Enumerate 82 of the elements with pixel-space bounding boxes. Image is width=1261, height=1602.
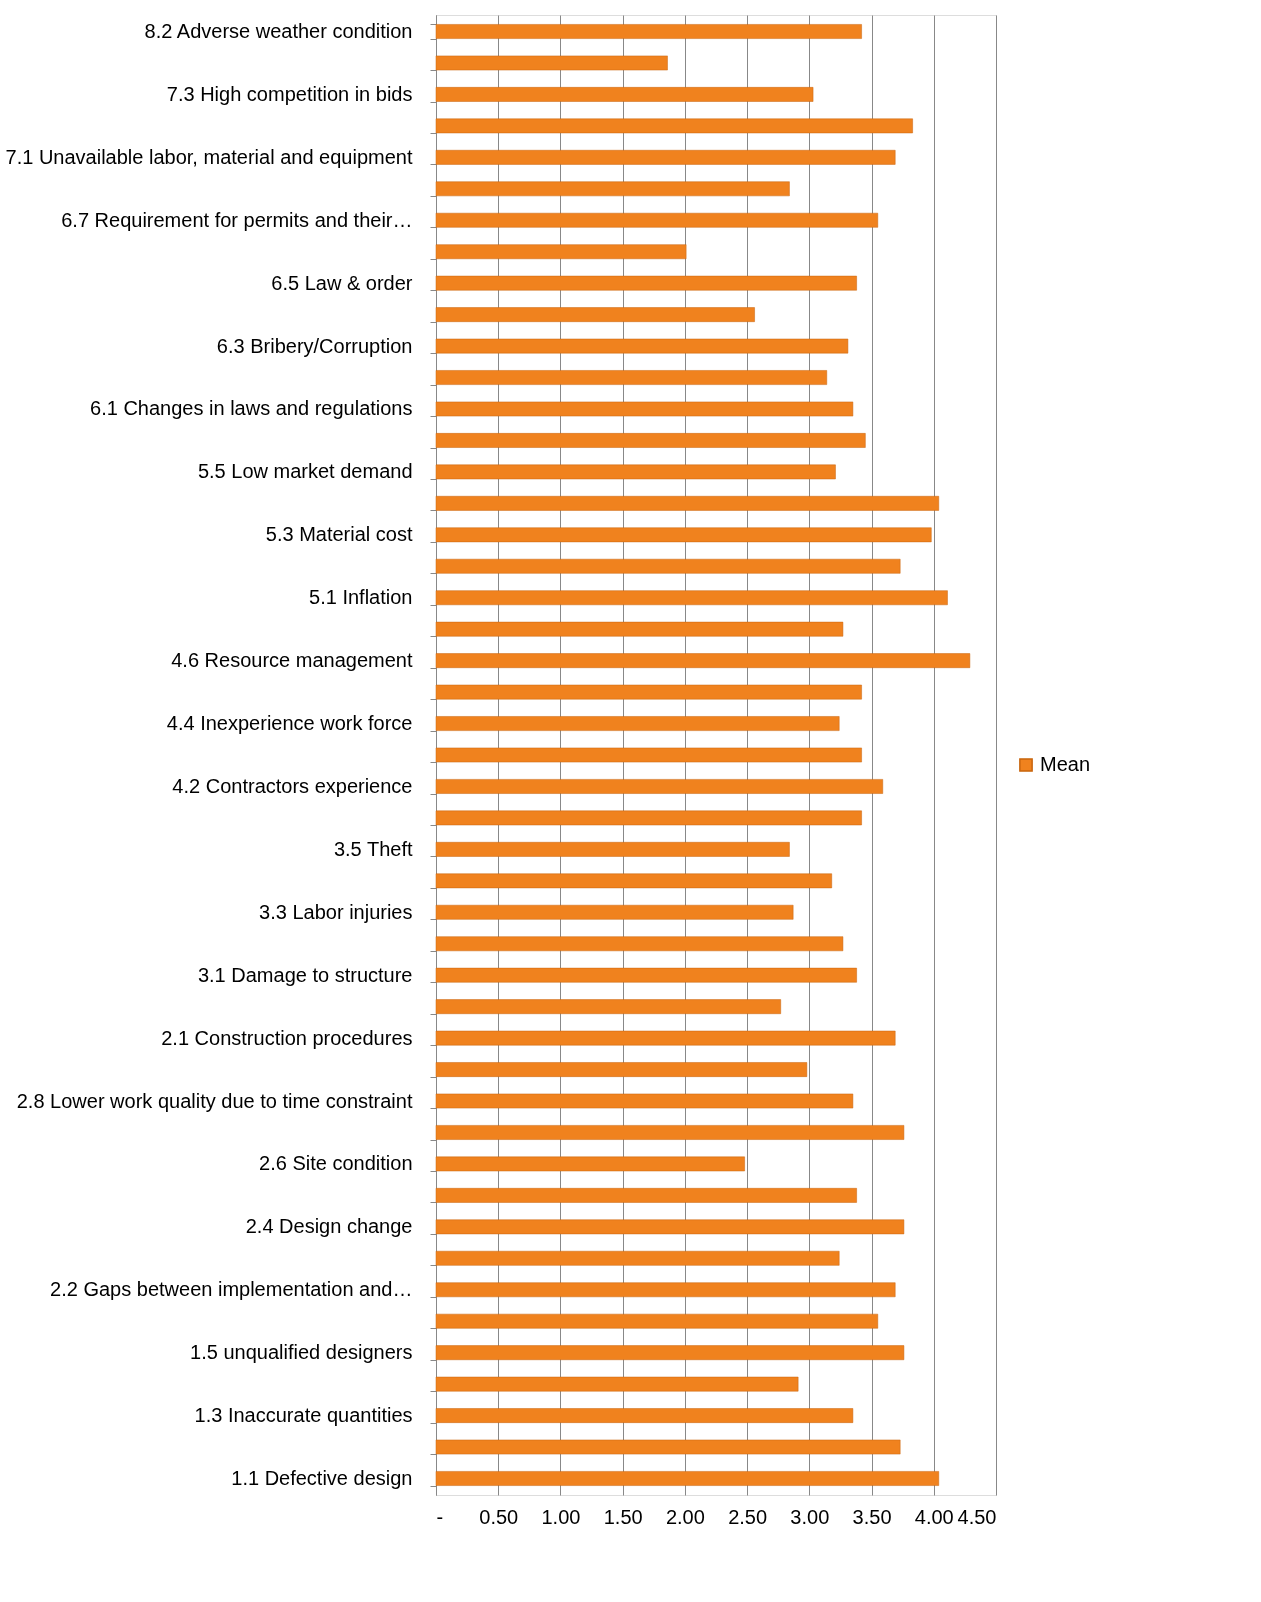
bar [435, 87, 814, 102]
bar [435, 118, 913, 134]
y-tick-label: 2.2 Gaps between implementation and… [50, 1278, 413, 1301]
y-tick-label: 2.4 Design change [245, 1215, 413, 1238]
x-tick-label: 4.00 [914, 1505, 954, 1528]
bar [435, 747, 862, 763]
bar [435, 1376, 799, 1392]
bar [435, 370, 828, 385]
y-tick-label: 3.5 Theft [333, 837, 413, 860]
bar [435, 873, 832, 889]
bar [435, 307, 755, 322]
bar [435, 1093, 854, 1109]
y-tick-label: 2.6 Site condition [259, 1152, 413, 1175]
bar [435, 904, 794, 920]
x-tick-label: 1.50 [603, 1505, 643, 1528]
y-tick-label: 3.1 Damage to structure [197, 963, 413, 986]
x-tick-label: 0.50 [479, 1505, 519, 1528]
x-tick-label: 2.00 [665, 1505, 705, 1528]
bar [435, 716, 840, 731]
y-tick-label: 3.3 Labor injuries [259, 900, 413, 923]
bar [435, 1313, 879, 1329]
bar [435, 464, 836, 480]
y-tick-label: 6.3 Bribery/Corruption [216, 334, 413, 357]
bar [435, 181, 790, 197]
bar [435, 401, 854, 417]
bar [435, 1250, 840, 1266]
y-tick-label: 4.4 Inexperience work force [166, 712, 413, 735]
bar [435, 1219, 905, 1235]
bar [435, 810, 862, 826]
bar [435, 1345, 905, 1360]
y-tick-label: 5.3 Material cost [265, 523, 413, 546]
bar [435, 1030, 896, 1046]
bar [435, 621, 844, 637]
y-tick-label: 6.7 Requirement for permits and their… [61, 208, 413, 231]
y-tick-label: 4.2 Contractors experience [172, 774, 413, 797]
bar [435, 779, 884, 794]
bar [435, 496, 940, 511]
bar [435, 1125, 905, 1140]
y-tick-label: 7.1 Unavailable labor, material and equipment [5, 145, 413, 168]
bar [435, 653, 971, 668]
y-tick-label: 5.1 Inflation [309, 586, 413, 609]
bar [435, 684, 862, 700]
y-tick-label: 6.5 Law & order [271, 271, 413, 294]
x-tick-label: 3.50 [852, 1505, 892, 1528]
bar [435, 55, 668, 71]
y-tick-label: 4.6 Resource management [171, 649, 413, 672]
bar [435, 1282, 896, 1298]
bar [435, 558, 901, 574]
x-tick-label: 4.50 [957, 1505, 997, 1528]
x-tick-label: - [436, 1505, 444, 1528]
bar [435, 150, 896, 165]
y-tick-label: 2.1 Construction procedures [161, 1026, 413, 1049]
bar [435, 212, 879, 228]
y-tick-label: 5.5 Low market demand [197, 460, 413, 483]
bar [435, 842, 790, 857]
y-tick-label: 2.8 Lower work quality due to time constraint [16, 1089, 413, 1112]
y-tick-label: 7.3 High competition in bids [166, 82, 413, 105]
bar [435, 244, 687, 260]
y-tick-label: 1.3 Inaccurate quantities [194, 1404, 413, 1427]
bar [435, 967, 857, 983]
x-tick-label: 1.00 [541, 1505, 581, 1528]
y-tick-label: 1.5 unqualified designers [190, 1341, 413, 1364]
bar [435, 1062, 808, 1077]
bar [435, 1439, 901, 1455]
bar [435, 527, 932, 543]
x-tick-label: 2.50 [728, 1505, 768, 1528]
bar [435, 936, 844, 952]
y-tick-label: 6.1 Changes in laws and regulations [90, 397, 413, 420]
bar [435, 1408, 854, 1423]
bar [435, 1156, 745, 1172]
legend-label: Mean [1040, 753, 1091, 775]
bar [435, 1471, 940, 1486]
y-tick-label: 1.1 Defective design [231, 1466, 413, 1489]
bar [435, 433, 866, 448]
bar [435, 275, 857, 291]
bar [435, 590, 948, 606]
y-tick-label: 8.2 Adverse weather condition [144, 20, 413, 43]
bar [435, 1188, 857, 1203]
bar [435, 999, 781, 1014]
x-tick-label: 3.00 [790, 1505, 830, 1528]
bar [435, 338, 849, 354]
bar [435, 24, 862, 39]
